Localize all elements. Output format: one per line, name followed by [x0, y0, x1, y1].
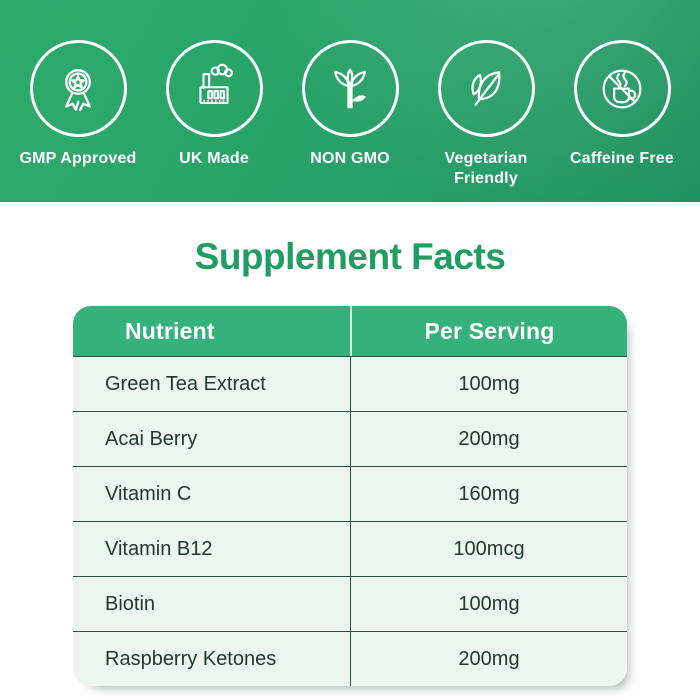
badge-ring	[29, 40, 127, 137]
plant-icon	[322, 61, 378, 117]
table-row: Biotin 100mg	[73, 576, 627, 631]
award-icon	[50, 61, 106, 117]
table-row: Acai Berry 200mg	[73, 411, 627, 466]
per-serving-cell: 100mcg	[350, 522, 627, 576]
badge-caffeine-free: Caffeine Free	[554, 0, 690, 202]
badge-uk-made: UK Made	[146, 0, 282, 202]
per-serving-cell: 160mg	[350, 467, 627, 521]
badge-ring	[573, 40, 671, 137]
per-serving-cell: 200mg	[350, 632, 627, 686]
badge-label: Caffeine Free	[570, 150, 674, 167]
badge-ring	[437, 40, 535, 137]
badge-label: GMP Approved	[19, 150, 137, 167]
nutrient-cell: Acai Berry	[105, 427, 198, 450]
per-serving-cell: 200mg	[350, 412, 627, 466]
badge-ring	[301, 40, 399, 137]
certification-banner: GMP Approved UK Made	[0, 0, 700, 202]
badge-non-gmo: NON GMO	[282, 0, 418, 202]
table-row: Raspberry Ketones 200mg	[73, 631, 627, 686]
per-serving-cell: 100mg	[350, 357, 627, 411]
table-row: Green Tea Extract 100mg	[73, 356, 627, 411]
badge-label: NON GMO	[310, 150, 390, 167]
nutrient-cell: Vitamin C	[105, 482, 192, 505]
badge-label: Vegetarian Friendly	[444, 150, 528, 187]
badge-label: UK Made	[179, 150, 249, 167]
table-row: Vitamin B12 100mcg	[73, 521, 627, 576]
page-title: Supplement Facts	[194, 236, 506, 277]
column-header-per-serving: Per Serving	[350, 306, 627, 356]
table-header-row: Nutrient Per Serving	[73, 306, 627, 356]
nutrient-cell: Raspberry Ketones	[105, 647, 277, 670]
leaves-icon	[458, 61, 514, 117]
nutrient-cell: Green Tea Extract	[105, 372, 266, 395]
badge-ring	[165, 40, 263, 137]
badge-vegetarian-friendly: Vegetarian Friendly	[418, 0, 554, 202]
nutrient-cell: Biotin	[105, 592, 156, 615]
table-row: Vitamin C 160mg	[73, 466, 627, 521]
column-header-nutrient: Nutrient	[125, 317, 215, 344]
factory-icon	[186, 61, 242, 117]
no-coffee-icon	[594, 61, 650, 117]
per-serving-cell: 100mg	[350, 577, 627, 631]
badge-gmp-approved: GMP Approved	[10, 0, 146, 202]
nutrient-cell: Vitamin B12	[105, 537, 213, 560]
supplement-facts-table: Nutrient Per Serving Green Tea Extract 1…	[73, 306, 627, 686]
